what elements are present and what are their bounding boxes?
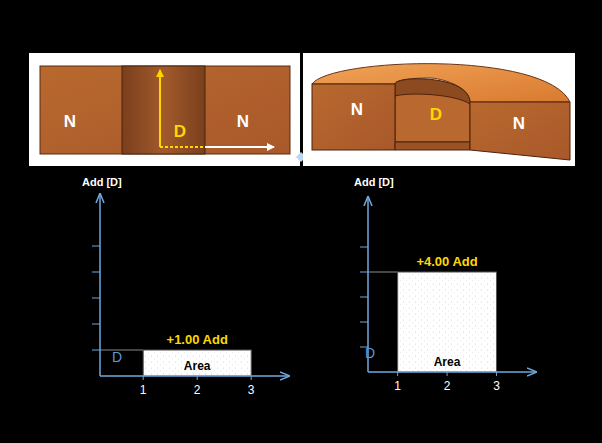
x-axis xyxy=(368,371,536,373)
radius-dash xyxy=(160,146,205,148)
x-tick-label: 2 xyxy=(194,383,201,397)
x-tick-label: 1 xyxy=(394,379,401,393)
zone-label: D xyxy=(174,122,186,141)
x-axis xyxy=(100,375,289,377)
y-axis xyxy=(99,194,101,376)
y-tick xyxy=(360,272,368,273)
bar-annotation: Area xyxy=(434,355,461,369)
y-tick xyxy=(92,272,100,273)
axis-annotation: D xyxy=(112,349,122,365)
value-leader xyxy=(368,272,398,273)
left-face xyxy=(312,84,395,150)
x-tick-label: 3 xyxy=(248,383,255,397)
panel-frame xyxy=(303,53,575,166)
x-tick-label: 2 xyxy=(444,379,451,393)
hole-floor xyxy=(395,142,470,150)
data-label: +1.00 Add xyxy=(167,332,228,347)
hole-wall xyxy=(395,79,470,142)
y-tick xyxy=(92,246,100,247)
right-face xyxy=(470,102,570,160)
height-arrow xyxy=(159,70,161,147)
marks xyxy=(368,272,496,372)
y-tick xyxy=(92,350,100,351)
y-tick xyxy=(360,297,368,298)
x-tick xyxy=(251,376,252,380)
y-axis-label: Add [D] xyxy=(82,176,122,188)
x-tick xyxy=(447,372,448,376)
axis-annotation: D xyxy=(365,345,375,361)
zone-label: N xyxy=(351,100,363,119)
zone-label: N xyxy=(64,112,76,131)
zone-label: N xyxy=(513,114,525,133)
hole-face xyxy=(395,94,470,142)
marks xyxy=(100,350,251,376)
x-tick xyxy=(496,372,497,376)
stage: N D N N D N +1.00 Add Area 1 2 3 Add [D] D +4.00 Add A… xyxy=(0,0,602,443)
area-bar xyxy=(398,272,497,372)
chart: +1.00 Add Area 1 2 3 Add [D] D xyxy=(82,176,289,397)
bar-annotation: Area xyxy=(184,359,211,373)
y-tick xyxy=(360,322,368,323)
area-bar xyxy=(143,350,251,376)
zone-label: D xyxy=(430,105,442,124)
x-tick xyxy=(197,376,198,380)
lens-section xyxy=(40,66,290,154)
chart: +4.00 Add Area 1 2 3 Add [D] D xyxy=(354,176,536,393)
cutaway-panel: NDN xyxy=(303,53,575,166)
cross-section-panel: NDN xyxy=(29,53,300,166)
data-label: +4.00 Add xyxy=(416,254,477,269)
zone-label: N xyxy=(237,112,249,131)
y-tick xyxy=(360,247,368,248)
radius-arrow xyxy=(205,146,274,148)
panel-frame xyxy=(29,53,300,166)
y-tick xyxy=(92,298,100,299)
x-tick-label: 1 xyxy=(140,383,147,397)
x-tick-label: 3 xyxy=(493,379,500,393)
x-tick xyxy=(143,376,144,380)
y-axis-label: Add [D] xyxy=(354,176,394,188)
x-tick xyxy=(397,372,398,376)
center-zone xyxy=(122,66,205,154)
y-tick xyxy=(92,324,100,325)
